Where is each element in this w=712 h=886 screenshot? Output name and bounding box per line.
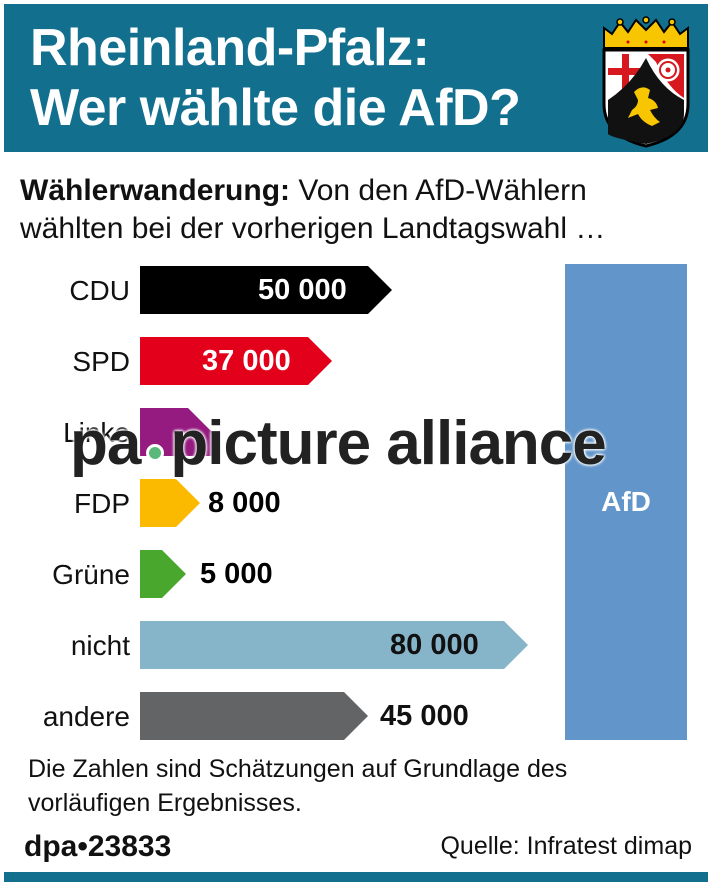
party-label: Linke xyxy=(63,417,130,448)
bar-nicht xyxy=(140,621,528,669)
bottom-rule xyxy=(4,872,708,882)
party-label: FDP xyxy=(74,488,130,519)
row-label-spd: SPD xyxy=(0,337,130,387)
row-label-gruene: Grüne xyxy=(0,550,130,600)
title-line-1: Rheinland-Pfalz: xyxy=(30,19,430,77)
watermark-dot-icon xyxy=(146,444,165,462)
value-cdu: 50 000 xyxy=(258,274,347,306)
bar-andere xyxy=(140,692,368,740)
value-nicht: 80 000 xyxy=(390,629,479,661)
title-line-2: Wer wählte die AfD? xyxy=(30,79,521,137)
source-credit: Quelle: Infratest dimap xyxy=(440,832,692,860)
coat-of-arms-icon xyxy=(602,16,690,148)
subtitle-text-1: Von den AfD-Wählern xyxy=(290,174,587,207)
bar-spd xyxy=(140,337,332,385)
party-label: Grüne xyxy=(52,559,130,590)
party-label: SPD xyxy=(72,346,130,377)
value-gruene: 5 000 xyxy=(200,558,273,590)
footnote: Die Zahlen sind Schätzungen auf Grundlag… xyxy=(28,752,567,820)
bar-fdp xyxy=(140,479,200,527)
dpa-graphic-id: dpa•23833 xyxy=(24,830,172,863)
value-andere: 45 000 xyxy=(380,700,469,732)
bar-cdu xyxy=(140,266,392,314)
subtitle-text-2: wählten bei der vorherigen Landtagswahl … xyxy=(20,212,606,245)
party-label: CDU xyxy=(69,275,130,306)
header-banner: Rheinland-Pfalz: Wer wählte die AfD? xyxy=(4,4,708,152)
afd-label: AfD xyxy=(601,486,651,517)
afd-target-bar: AfD xyxy=(565,264,687,740)
chart-subtitle: Wählerwanderung: Von den AfD-Wählern wäh… xyxy=(20,172,605,248)
party-label: andere xyxy=(42,701,130,732)
value-spd: 37 000 xyxy=(202,345,291,377)
footnote-line-1: Die Zahlen sind Schätzungen auf Grundlag… xyxy=(28,755,568,783)
footnote-line-2: vorläufigen Ergebnisses. xyxy=(28,789,302,817)
watermark-pa: pa xyxy=(70,409,141,478)
party-label: nicht xyxy=(70,630,130,661)
row-label-fdp: FDP xyxy=(0,479,130,529)
value-fdp: 8 000 xyxy=(208,487,281,519)
subtitle-bold: Wählerwanderung: xyxy=(20,174,291,207)
row-label-cdu: CDU xyxy=(0,266,130,316)
page-title: Rheinland-Pfalz: Wer wählte die AfD? xyxy=(30,18,521,138)
row-label-andere: andere xyxy=(0,692,130,742)
row-label-nicht: nicht xyxy=(0,621,130,671)
row-label-linke: Linke xyxy=(0,408,130,458)
picture-alliance-watermark: pa picture alliance xyxy=(70,408,607,479)
bar-gruene xyxy=(140,550,186,598)
watermark-text: picture alliance xyxy=(170,409,606,478)
